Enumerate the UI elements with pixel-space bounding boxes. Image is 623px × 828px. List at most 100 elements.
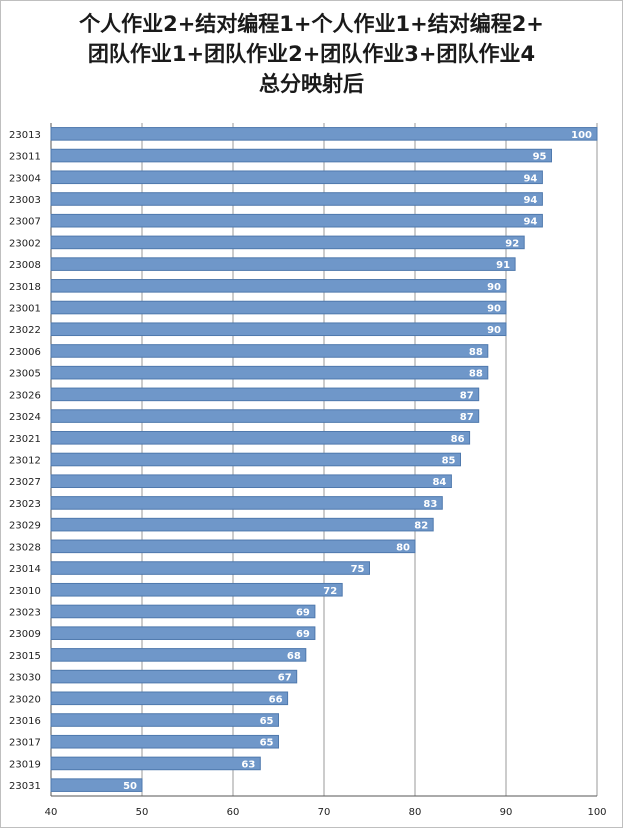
category-label: 23007 (9, 217, 41, 228)
data-label: 94 (523, 173, 537, 184)
category-label: 23003 (9, 195, 41, 206)
category-label: 23001 (9, 304, 41, 315)
bar (50, 539, 416, 554)
category-label: 23029 (9, 521, 41, 532)
data-label: 91 (496, 260, 510, 271)
x-tick-label: 60 (227, 807, 240, 818)
data-label: 100 (571, 130, 592, 141)
data-label: 90 (487, 325, 501, 336)
category-label: 23015 (9, 651, 41, 662)
data-label: 87 (460, 390, 474, 401)
chart-title-line-3: 总分映射后 (259, 72, 364, 96)
category-label: 23013 (9, 130, 41, 141)
bar (50, 235, 525, 250)
bar (50, 192, 543, 206)
category-label: 23012 (9, 456, 41, 467)
data-label: 94 (523, 195, 537, 206)
bar (50, 344, 489, 358)
data-label: 88 (469, 347, 483, 358)
bar (50, 474, 452, 489)
bar (50, 734, 279, 749)
data-label: 90 (487, 304, 501, 315)
data-label: 66 (269, 694, 283, 705)
data-label: 69 (296, 607, 310, 618)
category-label: 23005 (9, 369, 41, 380)
data-label: 87 (460, 412, 474, 423)
bar (50, 691, 289, 706)
data-label: 85 (442, 456, 456, 467)
bar (50, 626, 316, 640)
data-label: 65 (260, 716, 274, 727)
category-label: 23019 (9, 759, 41, 770)
category-label: 23017 (9, 738, 41, 749)
data-label: 95 (533, 152, 547, 163)
chart-title-line-1: 个人作业2+结对编程1+个人作业1+结对编程2+ (79, 12, 544, 36)
bar (50, 517, 434, 532)
data-label: 69 (296, 629, 310, 640)
bar (50, 170, 543, 185)
category-label: 23006 (9, 347, 41, 358)
bar (50, 409, 480, 423)
x-tick-label: 40 (45, 807, 58, 818)
x-tick-label: 70 (318, 807, 331, 818)
bar (50, 430, 471, 445)
x-tick-label: 90 (500, 807, 513, 818)
bar (50, 648, 307, 662)
x-tick-label: 100 (587, 807, 606, 818)
data-label: 63 (241, 759, 255, 770)
data-label: 92 (505, 238, 519, 249)
data-label: 82 (414, 521, 428, 532)
bar (50, 452, 461, 467)
chart-title-line-2: 团队作业1+团队作业2+团队作业3+团队作业4 (87, 42, 536, 66)
category-label: 23021 (9, 434, 41, 445)
bar (50, 300, 507, 315)
bar (50, 387, 480, 402)
category-label: 23009 (9, 629, 41, 640)
data-label: 68 (287, 651, 301, 662)
bar (50, 561, 370, 575)
data-label: 94 (523, 217, 537, 228)
bar (50, 669, 298, 684)
category-label: 23026 (9, 390, 41, 401)
data-label: 50 (123, 781, 137, 792)
data-label: 72 (323, 586, 337, 597)
category-label: 23023 (9, 499, 41, 510)
bar (50, 257, 516, 271)
category-label: 23031 (9, 781, 41, 792)
category-label: 23002 (9, 238, 41, 249)
category-label: 23030 (9, 673, 41, 684)
bar (50, 148, 552, 163)
bar (50, 778, 143, 792)
data-label: 67 (278, 673, 292, 684)
category-label: 23011 (9, 152, 41, 163)
bar (50, 213, 543, 228)
chart-title: 个人作业2+结对编程1+个人作业1+结对编程2+ 团队作业1+团队作业2+团队作… (1, 9, 622, 99)
data-label: 86 (451, 434, 465, 445)
category-label: 23020 (9, 694, 41, 705)
data-label: 88 (469, 369, 483, 380)
category-label: 23022 (9, 325, 41, 336)
category-label: 23024 (9, 412, 41, 423)
bar (50, 322, 507, 337)
bar (50, 713, 279, 727)
bar (50, 604, 316, 619)
category-label: 23027 (9, 477, 41, 488)
bar (50, 496, 443, 510)
category-label: 23014 (9, 564, 41, 575)
category-label: 23008 (9, 260, 41, 271)
bar (50, 365, 489, 380)
data-label: 83 (423, 499, 437, 510)
x-tick-label: 50 (136, 807, 149, 818)
category-label: 23010 (9, 586, 41, 597)
category-label: 23028 (9, 542, 41, 553)
category-label: 23023 (9, 607, 41, 618)
data-label: 75 (351, 564, 365, 575)
x-tick-label: 80 (409, 807, 422, 818)
bar (50, 279, 507, 293)
category-label: 23018 (9, 282, 41, 293)
data-label: 84 (432, 477, 446, 488)
category-label: 23004 (9, 173, 41, 184)
data-label: 90 (487, 282, 501, 293)
